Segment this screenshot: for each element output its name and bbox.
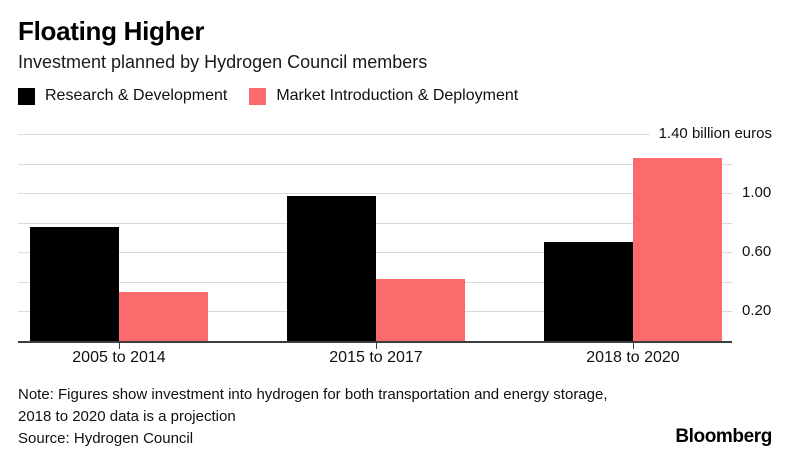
y-axis-label-0.60: 0.60 [742, 243, 772, 261]
y-axis-top-label: 1.40 billion euros [658, 125, 772, 143]
bar-market-2005-to-2014 [119, 292, 208, 341]
legend-swatch-black-icon [18, 87, 35, 105]
x-axis-tick [376, 341, 377, 349]
gridline-1.40 [18, 134, 650, 135]
legend-item-research-development: Research & Development [18, 87, 227, 105]
y-axis-label-1.00: 1.00 [742, 184, 772, 202]
bar-rd-2005-to-2014 [30, 227, 119, 341]
gridline-1.20 [18, 163, 732, 165]
legend-swatch-red-icon [249, 87, 267, 105]
chart-subtitle: Investment planned by Hydrogen Council m… [18, 52, 428, 72]
x-axis-label: 2015 to 2017 [329, 349, 423, 366]
x-axis-tick [119, 341, 120, 349]
y-axis-label-0.20: 0.20 [742, 302, 772, 320]
bar-market-2018-to-2020 [633, 157, 722, 341]
bar-rd-2015-to-2017 [287, 196, 376, 341]
x-axis-label: 2005 to 2014 [72, 349, 166, 366]
plot-area: 2005 to 2014 2015 to 2017 2018 to 2020 [18, 134, 732, 366]
legend-item-market-introduction: Market Introduction & Deployment [249, 87, 518, 105]
chart-title: Floating Higher [18, 16, 205, 46]
note-line-2: 2018 to 2020 data is a projection [18, 408, 236, 425]
legend: Research & Development Market Introducti… [18, 87, 518, 105]
bar-market-2015-to-2017 [376, 278, 465, 341]
note-line-1: Note: Figures show investment into hydro… [18, 386, 608, 403]
bar-rd-2018-to-2020 [544, 241, 633, 341]
legend-label: Research & Development [45, 87, 228, 104]
bloomberg-logo: Bloomberg [675, 426, 772, 447]
note-text: Note: Figures show investment into hydro… [18, 384, 608, 450]
source-text: Source: Hydrogen Council [18, 430, 194, 447]
gridline-1.00 [18, 193, 732, 195]
x-axis-label: 2018 to 2020 [586, 349, 680, 366]
x-axis-tick [633, 341, 634, 349]
legend-label: Market Introduction & Deployment [276, 87, 519, 104]
